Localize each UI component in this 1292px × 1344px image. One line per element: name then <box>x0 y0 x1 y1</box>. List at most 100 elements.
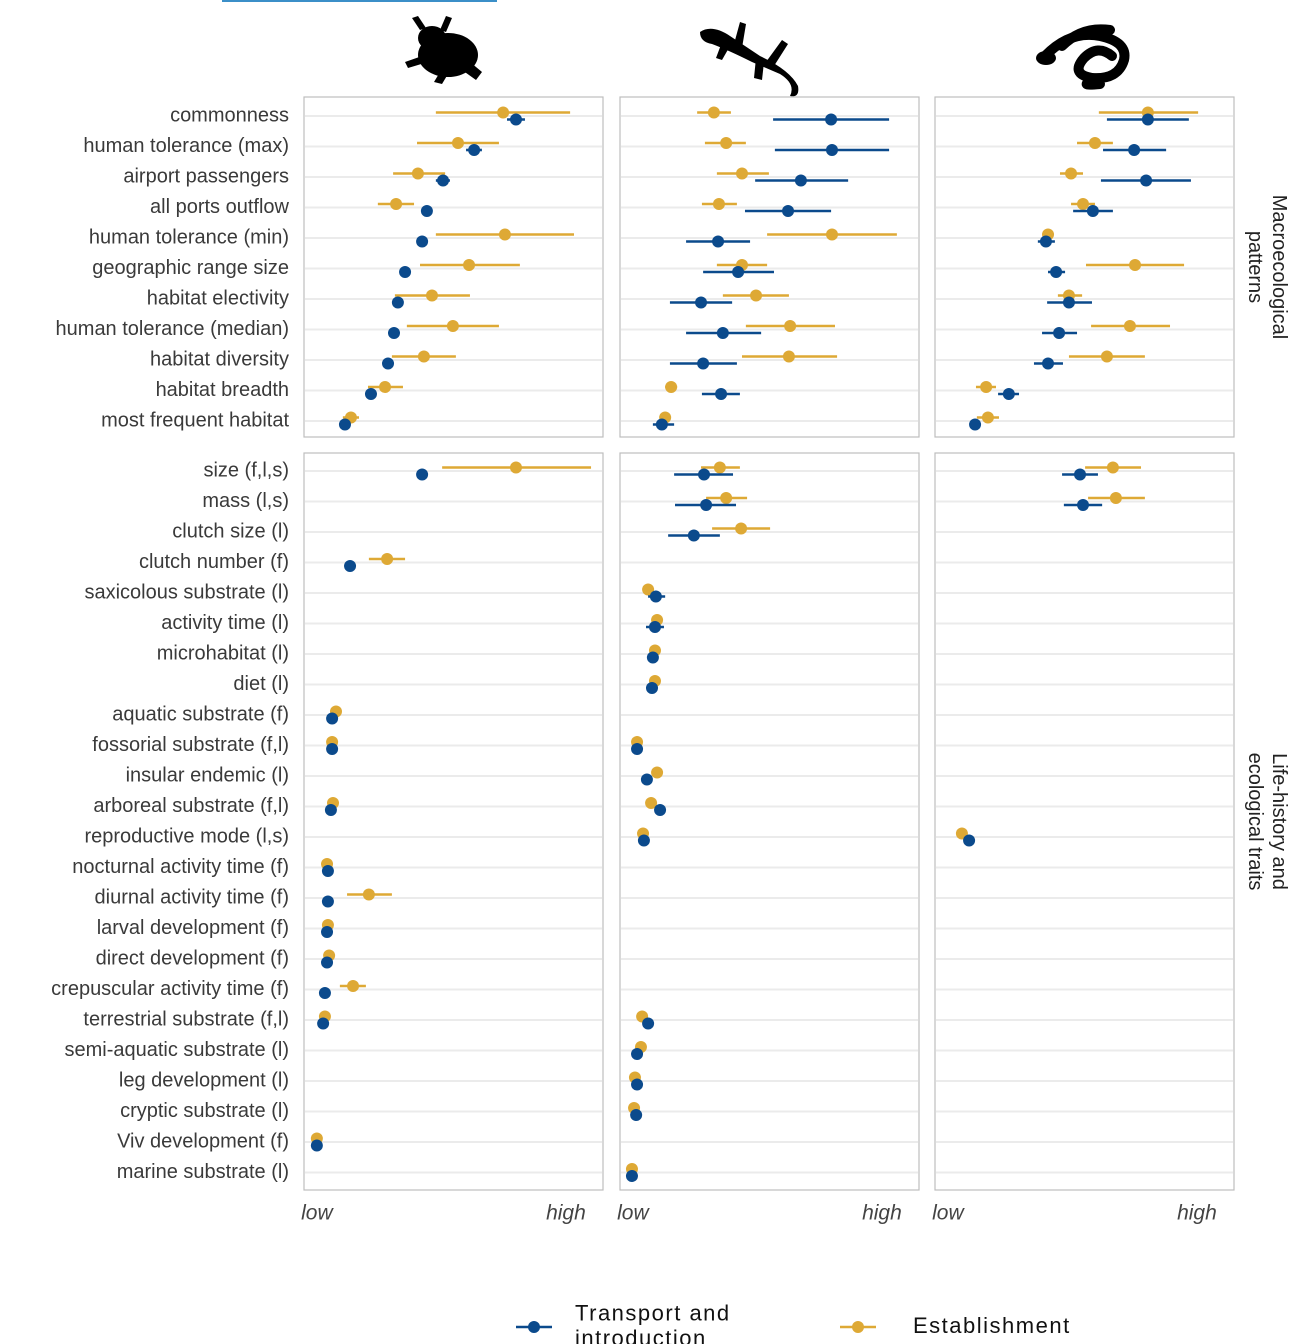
panel <box>934 96 1235 438</box>
legend-key-dot <box>528 1321 540 1333</box>
row-label: geographic range size <box>92 257 289 279</box>
row-label: commonness <box>170 104 289 126</box>
point <box>715 388 728 400</box>
point <box>509 461 522 474</box>
point <box>391 296 404 309</box>
point <box>640 773 653 786</box>
facet-strip-label: Life-history andecological traits <box>1244 753 1290 891</box>
row-label: habitat electivity <box>147 287 289 309</box>
row-label: crepuscular activity time (f) <box>51 978 289 1000</box>
point <box>687 529 700 542</box>
point <box>637 834 650 847</box>
point <box>310 1139 323 1152</box>
snake-icon <box>1036 24 1130 90</box>
point <box>463 259 476 271</box>
row-label: fossorial substrate (f,l) <box>92 734 289 756</box>
point <box>825 144 838 156</box>
row-label: cryptic substrate (l) <box>120 1100 289 1122</box>
row-label: semi-aquatic substrate (l) <box>64 1039 289 1061</box>
point <box>468 144 481 156</box>
point <box>732 266 745 278</box>
point <box>782 350 795 363</box>
row-label: airport passengers <box>123 165 289 187</box>
point <box>362 888 375 901</box>
point <box>318 987 331 999</box>
point <box>347 980 360 992</box>
row-label: mass (l,s) <box>202 490 289 512</box>
point <box>1077 499 1090 511</box>
point <box>379 381 392 393</box>
row-label: marine substrate (l) <box>117 1161 289 1183</box>
row-label: terrestrial substrate (f,l) <box>83 1008 289 1030</box>
point <box>1042 357 1055 370</box>
point <box>509 113 522 126</box>
point <box>321 895 334 908</box>
point <box>1062 296 1075 309</box>
point <box>735 167 748 180</box>
panel <box>619 96 920 438</box>
x-tick-label: high <box>862 1202 902 1225</box>
row-label: Viv development (f) <box>117 1130 289 1152</box>
point <box>382 357 395 370</box>
point <box>324 804 337 816</box>
frog-icon <box>405 16 482 84</box>
x-tick-label: high <box>546 1202 586 1225</box>
point <box>963 834 976 847</box>
panel <box>303 452 604 1191</box>
point <box>782 205 795 217</box>
row-label: saxicolous substrate (l) <box>84 581 289 603</box>
point <box>1086 205 1099 217</box>
point <box>1106 461 1119 474</box>
point <box>1039 235 1052 248</box>
point <box>1088 137 1101 149</box>
point <box>713 461 726 474</box>
row-label: larval development (f) <box>97 917 289 939</box>
point <box>1077 198 1090 210</box>
point <box>642 1017 655 1030</box>
top-strip <box>222 0 497 2</box>
row-label: clutch size (l) <box>172 520 289 542</box>
point <box>317 1017 330 1030</box>
row-label: leg development (l) <box>119 1069 289 1091</box>
point <box>646 651 659 664</box>
legend-label: Establishment <box>913 1313 1071 1338</box>
point <box>648 621 661 633</box>
point <box>321 956 334 969</box>
row-label: clutch number (f) <box>139 551 289 573</box>
point <box>665 381 678 393</box>
point <box>712 198 725 210</box>
row-label: insular endemic (l) <box>126 764 289 786</box>
point <box>437 174 450 187</box>
point <box>716 327 729 339</box>
point <box>416 235 429 248</box>
point <box>390 198 403 210</box>
row-label: habitat breadth <box>156 379 289 401</box>
point <box>498 228 511 241</box>
point <box>825 228 838 241</box>
point <box>451 137 464 149</box>
point <box>1002 388 1015 400</box>
point <box>364 388 377 400</box>
legend-key-dot <box>852 1321 864 1333</box>
point <box>1141 113 1154 126</box>
point <box>735 522 748 535</box>
point <box>425 289 438 302</box>
point <box>1123 320 1136 332</box>
point <box>321 865 334 877</box>
point <box>399 266 412 278</box>
facet-strip-label: Macroecologicalpatterns <box>1244 195 1290 340</box>
point <box>326 712 339 725</box>
point <box>649 590 662 603</box>
point <box>651 766 664 779</box>
point <box>794 174 807 187</box>
row-label: arboreal substrate (f,l) <box>93 795 289 817</box>
point <box>387 327 400 339</box>
point <box>1074 468 1087 481</box>
x-tick-label: low <box>932 1202 965 1225</box>
point <box>1053 327 1066 339</box>
point <box>420 205 433 217</box>
point <box>980 381 993 393</box>
panel <box>934 452 1235 1191</box>
point <box>1128 144 1141 156</box>
point <box>784 320 797 332</box>
